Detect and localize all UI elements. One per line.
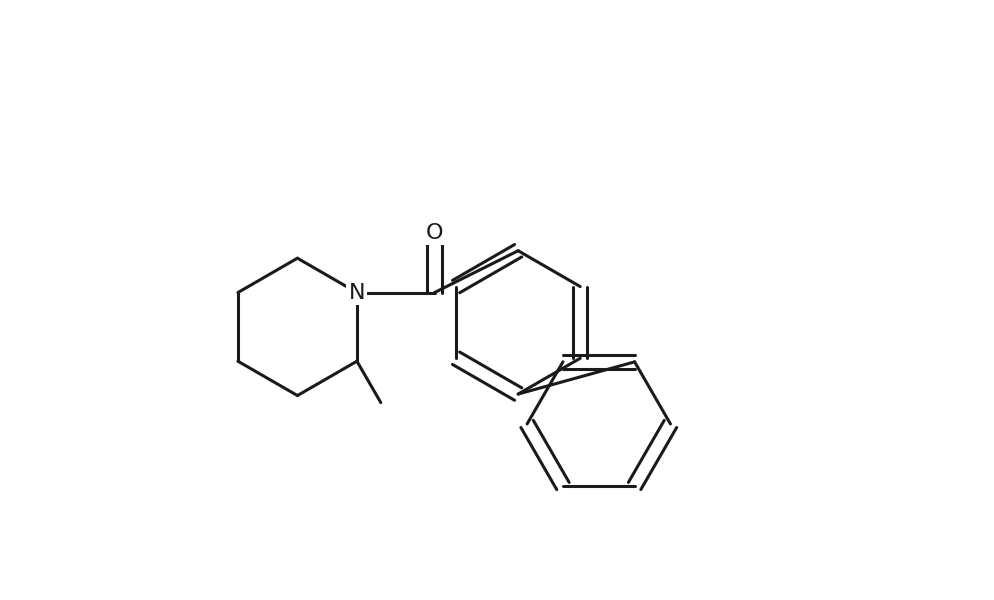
Text: N: N [348, 283, 365, 302]
Text: O: O [425, 223, 443, 243]
